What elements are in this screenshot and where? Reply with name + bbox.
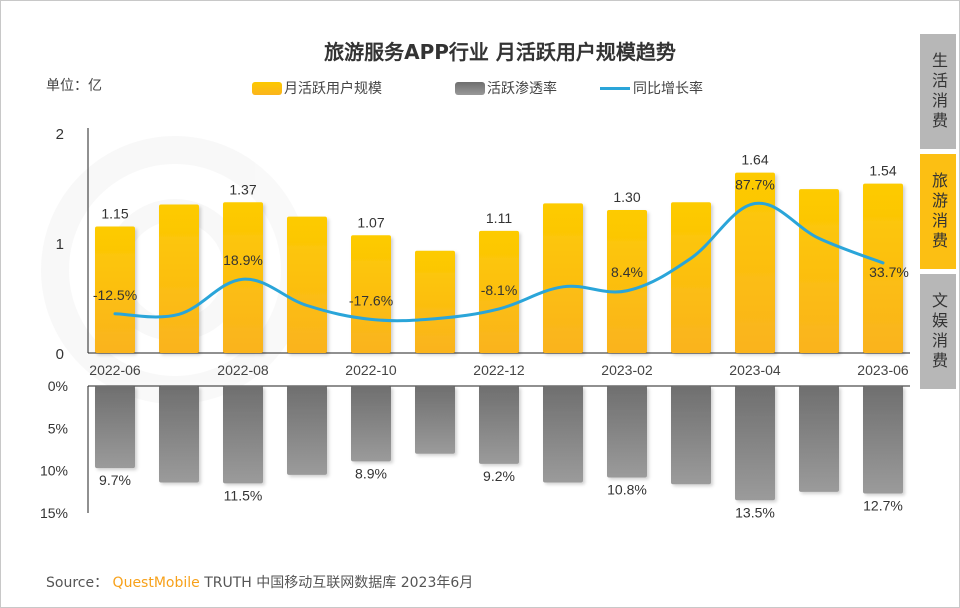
- yoy-label: -12.5%: [93, 287, 137, 303]
- source-note: Source： QuestMobile TRUTH 中国移动互联网数据库 202…: [46, 572, 473, 592]
- penetration-bar: [543, 386, 583, 483]
- penetration-bar: [223, 386, 263, 484]
- yoy-label: -8.1%: [481, 282, 518, 298]
- mau-bar: [95, 226, 135, 353]
- chart-canvas: 0 1 2 2022-06 2022-08 2022-10 2022-12 2023-02 20…: [40, 126, 910, 521]
- legend-item-mau: 月活跃用户规模: [252, 78, 382, 98]
- mau-bar: [159, 204, 199, 353]
- y-tick-label: 1: [56, 236, 64, 253]
- x-tick-label: 2022-10: [345, 362, 397, 378]
- mau-bar: [351, 235, 391, 353]
- mau-bar: [287, 216, 327, 353]
- mau-bar-label: 1.54: [869, 163, 896, 179]
- legend-label-mau: 月活跃用户规模: [284, 81, 382, 97]
- x-tick-label: 2023-02: [601, 362, 653, 378]
- mau-bar-label: 1.15: [101, 206, 128, 222]
- tab-travel-consumption[interactable]: 旅游消费: [920, 154, 956, 269]
- penetration-bar-label: 8.9%: [355, 465, 387, 481]
- x-tick-label: 2022-08: [217, 362, 269, 378]
- yoy-label: 18.9%: [223, 252, 263, 268]
- legend-label-yoy: 同比增长率: [633, 81, 703, 97]
- mau-bar: [415, 250, 455, 353]
- mau-bar-label: 1.07: [357, 214, 384, 230]
- penetration-bar: [799, 386, 839, 492]
- legend-swatch-penetration: [455, 81, 485, 95]
- mau-bar-label: 1.37: [229, 181, 256, 197]
- chart-title: 旅游服务APP行业 月活跃用户规模趋势: [324, 40, 676, 64]
- legend-swatch-mau: [252, 81, 282, 95]
- bottom-y-tick-label: 15%: [40, 505, 68, 521]
- yoy-label: 8.4%: [611, 264, 643, 280]
- source-brand: QuestMobile: [112, 575, 200, 591]
- mau-bar: [543, 203, 583, 353]
- penetration-bar-label: 9.2%: [483, 468, 515, 484]
- penetration-bar: [671, 386, 711, 485]
- penetration-bar: [351, 386, 391, 462]
- penetration-bar: [95, 386, 135, 469]
- bottom-y-tick-label: 10%: [40, 463, 68, 479]
- legend-item-yoy: 同比增长率: [600, 78, 703, 98]
- penetration-bar-label: 9.7%: [99, 472, 131, 488]
- penetration-bar: [479, 386, 519, 464]
- mau-bar: [671, 202, 711, 353]
- penetration-bar: [159, 386, 199, 483]
- yoy-label: 33.7%: [869, 264, 909, 280]
- mau-bar: [607, 210, 647, 353]
- x-tick-label: 2022-06: [89, 362, 141, 378]
- yoy-label: -17.6%: [349, 292, 393, 308]
- tab-entertainment-consumption[interactable]: 文娱消费: [920, 274, 956, 389]
- legend-swatch-yoy: [600, 86, 630, 90]
- source-prefix: Source：: [46, 575, 109, 591]
- x-tick-label: 2023-04: [729, 362, 781, 378]
- mau-bar-label: 1.11: [486, 210, 512, 226]
- yoy-label: 87.7%: [735, 177, 775, 193]
- mau-bar: [479, 230, 519, 353]
- mau-bar-label: 1.64: [741, 152, 768, 168]
- source-text: TRUTH 中国移动互联网数据库 2023年6月: [204, 575, 474, 591]
- penetration-bar-label: 11.5%: [224, 487, 263, 503]
- bottom-y-tick-label: 0%: [48, 378, 68, 394]
- penetration-bar: [607, 386, 647, 478]
- penetration-bar-label: 12.7%: [863, 498, 903, 514]
- y-tick-label: 2: [56, 126, 64, 143]
- mau-bar: [735, 172, 775, 353]
- penetration-bar: [863, 386, 903, 494]
- penetration-bar: [287, 386, 327, 475]
- mau-bar: [799, 189, 839, 353]
- y-tick-label: 0: [56, 346, 64, 363]
- mau-bar: [223, 202, 263, 353]
- penetration-bar: [735, 386, 775, 501]
- penetration-bar: [415, 386, 455, 454]
- x-tick-label: 2022-12: [473, 362, 525, 378]
- bottom-y-tick-label: 5%: [48, 420, 68, 436]
- penetration-bar-label: 13.5%: [735, 504, 775, 520]
- mau-bar-label: 1.30: [613, 189, 640, 205]
- legend-item-penetration: 活跃渗透率: [455, 78, 557, 98]
- penetration-bar-label: 10.8%: [607, 481, 647, 497]
- x-tick-label: 2023-06: [857, 362, 909, 378]
- tab-life-consumption[interactable]: 生活消费: [920, 34, 956, 149]
- unit-label: 单位：亿: [46, 78, 102, 94]
- legend-label-penetration: 活跃渗透率: [487, 81, 557, 97]
- mau-bar: [863, 183, 903, 353]
